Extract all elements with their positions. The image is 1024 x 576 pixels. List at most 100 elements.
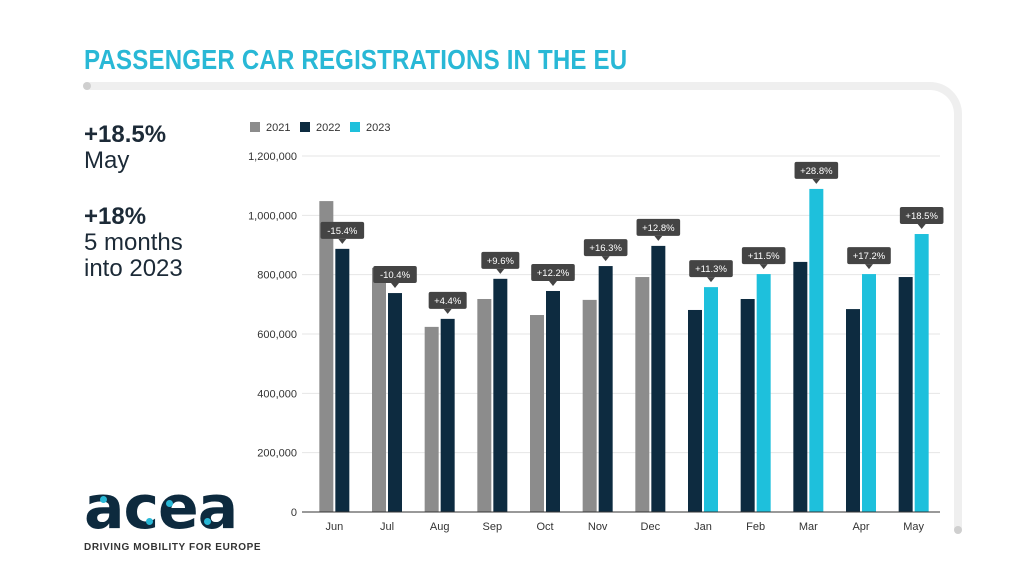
legend-label-2022: 2022	[316, 122, 340, 134]
bar-2022-jun	[335, 248, 350, 512]
y-tick-label: 400,000	[257, 388, 297, 400]
bar-2023-feb	[756, 274, 771, 512]
bar-2022-mar	[793, 261, 808, 512]
annotation-pointer	[549, 280, 557, 286]
kpi-ytd: +18% 5 months into 2023	[84, 204, 183, 282]
legend-swatch-2022	[300, 122, 310, 132]
kpi-may-value: +18.5%	[84, 121, 167, 148]
bar-2023-may	[914, 234, 929, 513]
legend-label-2021: 2021	[266, 122, 290, 134]
annotation-pointer	[865, 264, 873, 270]
bar-2022-oct	[546, 290, 560, 512]
annotation-label: +11.3%	[695, 264, 727, 275]
bar-2023-jan	[704, 287, 718, 512]
annotation-bubble	[741, 247, 786, 265]
bar-2022-jul	[388, 293, 402, 512]
bar-2022-may	[898, 277, 913, 512]
x-tick-label: Nov	[588, 521, 608, 533]
logo-dot	[146, 518, 153, 525]
bar-2022-apr	[846, 309, 860, 512]
bar-2021-jun	[319, 201, 334, 513]
frame-dot-left	[83, 82, 91, 90]
annotation-pointer	[496, 268, 505, 274]
y-tick-label: 800,000	[257, 270, 297, 282]
annotation-bubble	[320, 221, 365, 239]
annotation-bubble	[481, 251, 520, 269]
legend-swatch-2023	[350, 122, 360, 132]
frame-corner	[900, 82, 962, 142]
y-tick-label: 1,000,000	[248, 210, 297, 222]
annotation-bubble	[847, 247, 891, 265]
annotation-bubble	[428, 291, 467, 309]
frame-top-border	[86, 82, 928, 90]
kpi-ytd-value: +18%	[84, 203, 147, 230]
kpi-may-label: May	[84, 147, 130, 174]
logo-dot	[166, 500, 173, 507]
bar-2022-sep	[493, 278, 508, 512]
x-tick-label: Sep	[483, 521, 503, 533]
annotation-label: -15.4%	[327, 226, 358, 237]
annotation-label: +12.8%	[642, 223, 675, 234]
logo-tagline: DRIVING MOBILITY FOR EUROPE	[84, 542, 262, 553]
annotation-pointer	[759, 264, 768, 270]
annotation-label: +11.5%	[748, 251, 780, 262]
annotation-bubble	[373, 266, 417, 284]
kpi-ytd-label-line2: into 2023	[84, 255, 183, 282]
annotation-label: +17.2%	[853, 251, 886, 262]
bar-2021-sep	[477, 298, 492, 512]
bar-2023-apr	[862, 274, 876, 512]
x-tick-label: Mar	[799, 521, 818, 533]
x-tick-label: Oct	[536, 521, 553, 533]
bar-2022-aug	[440, 318, 455, 512]
annotation-pointer	[654, 235, 663, 241]
annotation-label: +16.3%	[589, 243, 622, 254]
annotation-pointer	[338, 238, 347, 244]
bar-2021-aug	[424, 326, 439, 512]
kpi-ytd-label-line1: 5 months	[84, 229, 183, 256]
annotation-label: +12.2%	[537, 268, 570, 279]
bar-2022-nov	[598, 266, 613, 512]
frame-right-border	[954, 138, 962, 530]
y-tick-label: 1,200,000	[248, 151, 297, 163]
x-tick-label: May	[903, 521, 924, 533]
y-tick-label: 600,000	[257, 329, 297, 341]
annotation-label: +28.8%	[800, 166, 833, 177]
y-tick-label: 200,000	[257, 448, 297, 460]
x-tick-label: Apr	[852, 521, 869, 533]
annotation-pointer	[391, 283, 399, 289]
page-title: PASSENGER CAR REGISTRATIONS IN THE EU	[84, 44, 628, 75]
annotation-label: +18.5%	[905, 211, 938, 222]
annotation-pointer	[707, 277, 715, 283]
legend-swatch-2021	[250, 122, 260, 132]
legend-label-2023: 2023	[366, 122, 390, 134]
x-tick-label: Jun	[325, 521, 343, 533]
bar-2021-oct	[530, 315, 544, 512]
y-tick-label: 0	[291, 507, 297, 519]
logo-wordmark: acea	[84, 473, 238, 543]
bar-2021-nov	[582, 299, 597, 512]
x-tick-label: Jan	[694, 521, 712, 533]
bar-2022-jan	[688, 309, 702, 512]
annotation-bubble	[636, 218, 681, 236]
annotation-label: +9.6%	[487, 256, 515, 267]
x-tick-label: Feb	[746, 521, 765, 533]
annotation-bubble	[583, 239, 628, 257]
annotation-pointer	[601, 256, 610, 262]
bar-2021-dec	[635, 277, 650, 512]
frame-dot-right	[954, 526, 962, 534]
annotation-pointer	[917, 224, 926, 230]
acea-logo: acea DRIVING MOBILITY FOR EUROPE	[84, 473, 262, 553]
annotation-bubble	[899, 207, 944, 225]
annotation-pointer	[443, 308, 452, 314]
bar-2022-feb	[740, 298, 755, 512]
annotation-bubble	[531, 263, 575, 281]
annotation-label: +4.4%	[434, 296, 462, 307]
logo-dot	[100, 496, 107, 503]
annotation-bubble	[689, 260, 733, 278]
logo-dot	[204, 518, 211, 525]
kpi-may: +18.5% May	[84, 122, 166, 174]
x-tick-label: Jul	[380, 521, 394, 533]
bar-2023-mar	[809, 188, 824, 512]
x-tick-label: Aug	[430, 521, 450, 533]
